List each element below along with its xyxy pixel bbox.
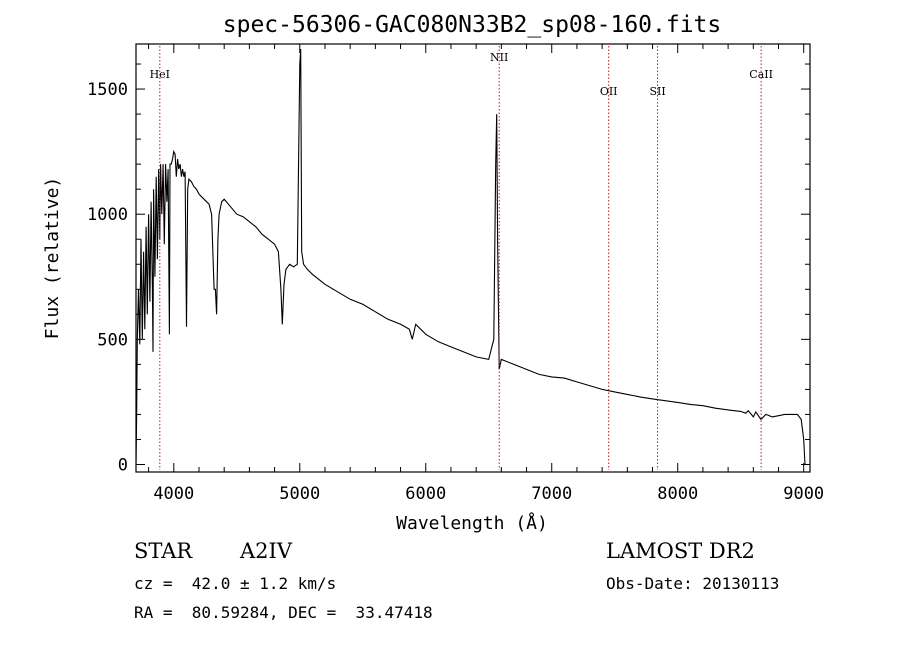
chart-title: spec-56306-GAC080N33B2_sp08-160.fits	[223, 12, 722, 38]
line-marker-label: SII	[649, 85, 665, 98]
line-marker-label: NII	[490, 51, 508, 64]
spectral-class: A2IV	[240, 539, 292, 563]
x-tick-label: 4000	[153, 484, 194, 504]
survey-name: LAMOST DR2	[606, 539, 755, 563]
redshift-value: cz = 42.0 ± 1.2 km/s	[134, 574, 337, 593]
y-tick-label: 1000	[87, 205, 128, 225]
x-tick-label: 8000	[657, 484, 698, 504]
sky-coordinates: RA = 80.59284, DEC = 33.47418	[134, 603, 433, 622]
object-type: STAR	[134, 539, 193, 563]
plot-area	[135, 43, 811, 473]
x-axis-label: Wavelength (Å)	[396, 512, 548, 534]
y-tick-label: 1500	[87, 80, 128, 100]
plot-frame	[135, 43, 811, 473]
y-axis: 0 500 1000 1500	[87, 63, 810, 475]
x-tick-label: 7000	[531, 484, 572, 504]
line-marker-label: CaII	[749, 68, 773, 81]
emission-line-markers: HeI NII OII SII CaII	[150, 46, 773, 470]
observation-date: Obs-Date: 20130113	[606, 574, 780, 593]
y-tick-label: 500	[97, 330, 128, 350]
y-tick-label: 0	[118, 455, 128, 475]
spectrum-line	[135, 48, 806, 465]
x-axis: 4000 5000 6000 7000 8000 9000	[148, 44, 824, 504]
line-marker-label: OII	[600, 85, 618, 98]
line-marker-label: HeI	[150, 68, 170, 81]
x-tick-label: 9000	[783, 484, 824, 504]
x-tick-label: 5000	[279, 484, 320, 504]
y-axis-label: Flux (relative)	[42, 177, 63, 340]
x-tick-label: 6000	[405, 484, 446, 504]
